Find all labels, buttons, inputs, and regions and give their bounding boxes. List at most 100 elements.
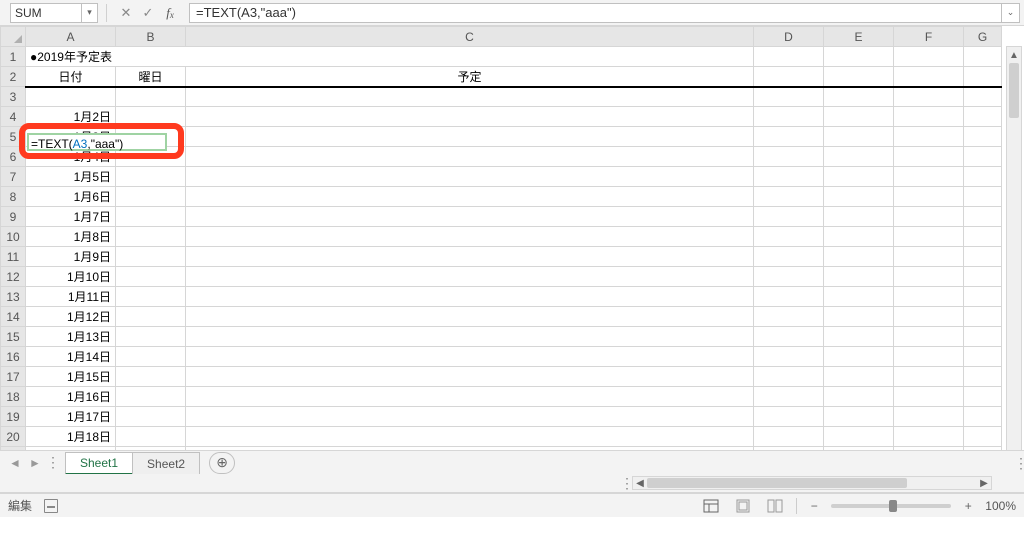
cell[interactable]	[964, 427, 1002, 447]
row-header[interactable]: 14	[1, 307, 26, 327]
cell[interactable]	[964, 87, 1002, 107]
cell[interactable]	[186, 147, 754, 167]
cell[interactable]	[824, 147, 894, 167]
cell[interactable]	[964, 107, 1002, 127]
cell[interactable]: 1月7日	[26, 207, 116, 227]
cell[interactable]	[964, 67, 1002, 87]
cell[interactable]	[754, 127, 824, 147]
cell[interactable]	[894, 167, 964, 187]
cell[interactable]	[894, 427, 964, 447]
cell[interactable]	[186, 407, 754, 427]
scroll-v-thumb[interactable]	[1009, 63, 1019, 118]
cell[interactable]	[894, 407, 964, 427]
cell[interactable]	[824, 407, 894, 427]
row-header[interactable]: 13	[1, 287, 26, 307]
cell[interactable]	[824, 107, 894, 127]
cell[interactable]: 1月16日	[26, 387, 116, 407]
cell[interactable]: 1月14日	[26, 347, 116, 367]
cell[interactable]	[186, 107, 754, 127]
cell[interactable]: 1月15日	[26, 367, 116, 387]
name-box-dropdown[interactable]: ▾	[82, 3, 98, 23]
cell[interactable]	[754, 267, 824, 287]
cell[interactable]	[186, 427, 754, 447]
row-header[interactable]: 5	[1, 127, 26, 147]
select-all-cell[interactable]	[1, 27, 26, 47]
sheet-tab[interactable]: Sheet2	[132, 452, 200, 475]
cell[interactable]	[824, 47, 894, 67]
cell[interactable]	[964, 147, 1002, 167]
cell[interactable]	[186, 307, 754, 327]
zoom-in-button[interactable]: +	[961, 499, 975, 513]
table-column-header[interactable]: 日付	[26, 67, 116, 87]
cell[interactable]: 1月17日	[26, 407, 116, 427]
cell[interactable]	[116, 387, 186, 407]
cell[interactable]	[116, 307, 186, 327]
cell[interactable]	[894, 147, 964, 167]
row-header[interactable]: 11	[1, 247, 26, 267]
cell[interactable]	[824, 67, 894, 87]
cell[interactable]	[754, 287, 824, 307]
cell[interactable]	[894, 247, 964, 267]
cell[interactable]	[964, 47, 1002, 67]
cell[interactable]	[824, 367, 894, 387]
cell[interactable]	[116, 107, 186, 127]
cell[interactable]	[754, 187, 824, 207]
cell[interactable]	[186, 247, 754, 267]
cell[interactable]	[754, 407, 824, 427]
cell[interactable]	[824, 187, 894, 207]
cell[interactable]	[116, 287, 186, 307]
cell[interactable]	[964, 267, 1002, 287]
scroll-v-track[interactable]	[1007, 63, 1021, 457]
cell[interactable]	[186, 127, 754, 147]
cell[interactable]	[964, 407, 1002, 427]
cell[interactable]: 1月13日	[26, 327, 116, 347]
cell[interactable]: 1月12日	[26, 307, 116, 327]
cell[interactable]	[824, 307, 894, 327]
cell[interactable]	[824, 207, 894, 227]
cell[interactable]	[186, 287, 754, 307]
scroll-left-button[interactable]: ◀	[633, 477, 647, 489]
row-header[interactable]: 12	[1, 267, 26, 287]
cell[interactable]	[754, 247, 824, 267]
cell[interactable]	[824, 287, 894, 307]
cell[interactable]	[964, 187, 1002, 207]
row-header[interactable]: 2	[1, 67, 26, 87]
cell[interactable]	[186, 187, 754, 207]
cell[interactable]	[754, 367, 824, 387]
cell[interactable]	[964, 227, 1002, 247]
vertical-scrollbar[interactable]: ▲ ▼	[1006, 46, 1022, 474]
cell[interactable]	[964, 127, 1002, 147]
cell[interactable]	[964, 167, 1002, 187]
scroll-up-button[interactable]: ▲	[1007, 47, 1021, 63]
cell[interactable]: 1月5日	[26, 167, 116, 187]
cell[interactable]	[894, 367, 964, 387]
cell[interactable]: 1月8日	[26, 227, 116, 247]
cell[interactable]	[824, 267, 894, 287]
cell[interactable]	[116, 187, 186, 207]
col-header-F[interactable]: F	[894, 27, 964, 47]
cell[interactable]	[186, 87, 754, 107]
cell[interactable]	[186, 167, 754, 187]
cell[interactable]	[894, 207, 964, 227]
cell[interactable]	[116, 427, 186, 447]
cell[interactable]	[894, 287, 964, 307]
row-header[interactable]: 20	[1, 427, 26, 447]
cell[interactable]	[754, 327, 824, 347]
cell[interactable]	[116, 227, 186, 247]
row-header[interactable]: 16	[1, 347, 26, 367]
col-header-G[interactable]: G	[964, 27, 1002, 47]
cell[interactable]	[894, 327, 964, 347]
cell[interactable]	[754, 207, 824, 227]
cell[interactable]	[894, 267, 964, 287]
cell[interactable]	[824, 427, 894, 447]
cell[interactable]	[894, 87, 964, 107]
enter-button[interactable]: ✓	[137, 3, 159, 23]
cell[interactable]	[754, 147, 824, 167]
row-header[interactable]: 19	[1, 407, 26, 427]
cell[interactable]	[894, 47, 964, 67]
row-header[interactable]: 7	[1, 167, 26, 187]
cell[interactable]	[964, 387, 1002, 407]
fx-button[interactable]: fx	[159, 3, 181, 23]
cell[interactable]	[116, 407, 186, 427]
row-header[interactable]: 15	[1, 327, 26, 347]
